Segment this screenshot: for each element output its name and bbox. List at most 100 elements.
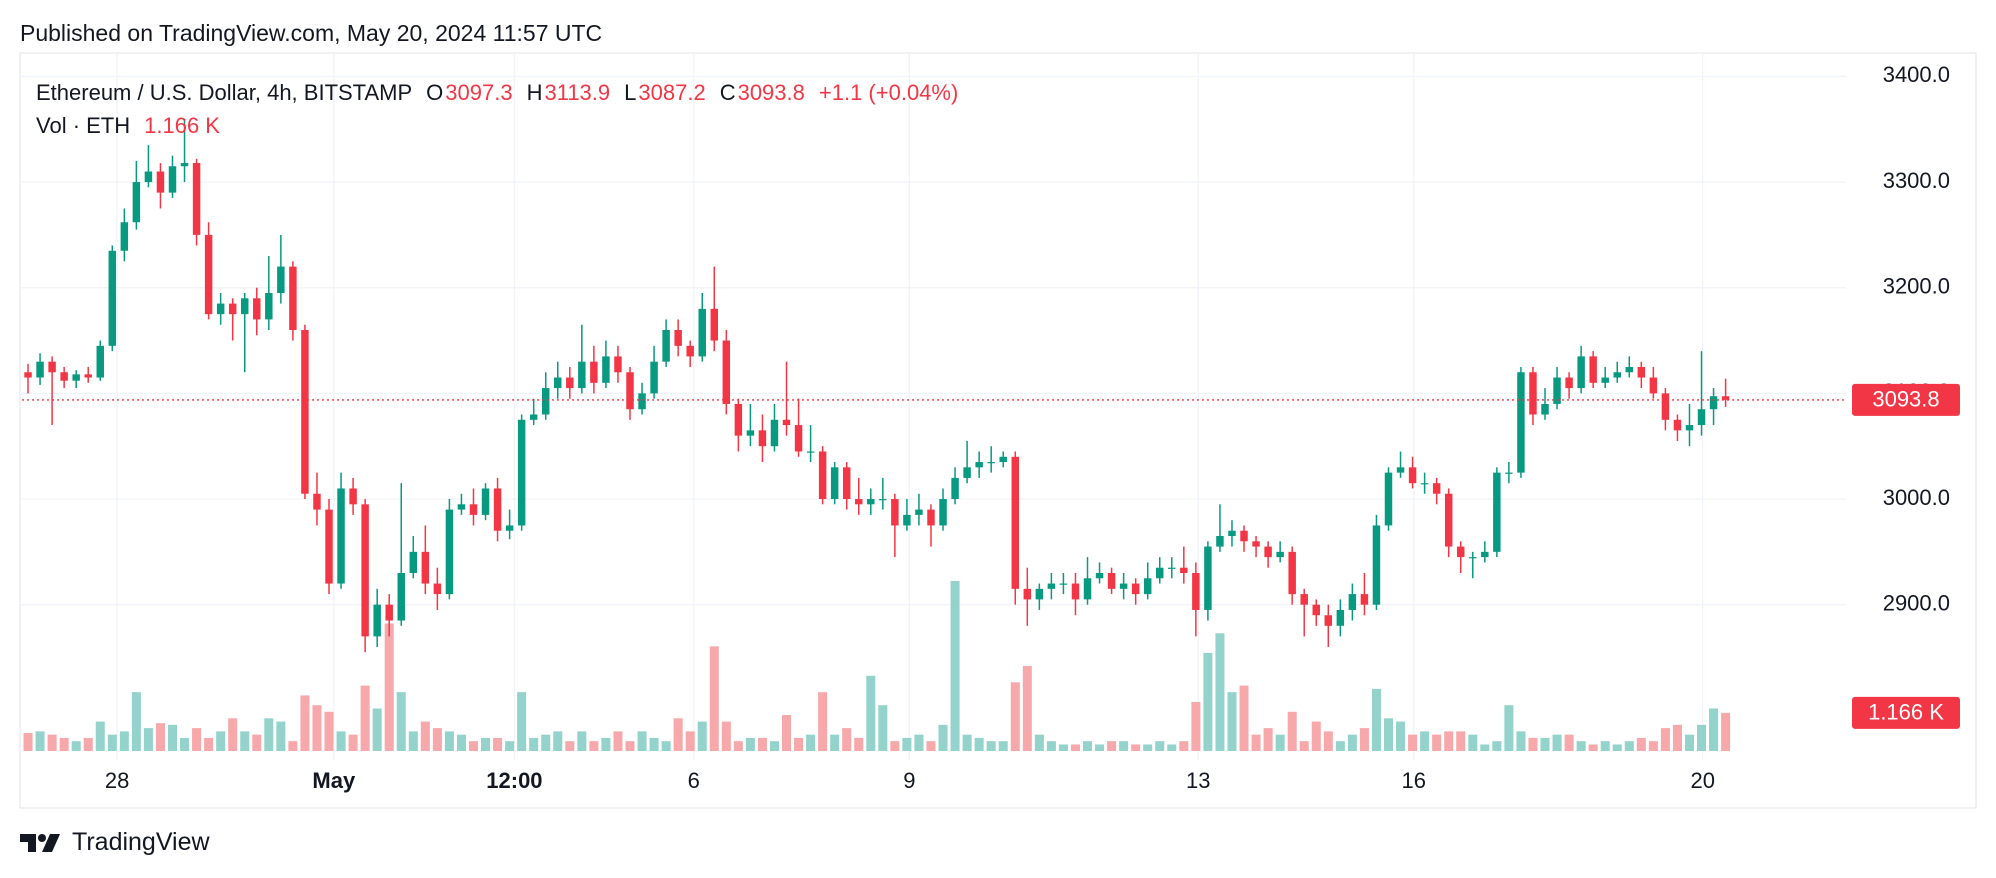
candle-body: [541, 388, 550, 415]
volume-bar: [444, 731, 454, 751]
y-tick-label: 2900.0: [1883, 590, 1950, 615]
y-tick-label: 3200.0: [1883, 274, 1950, 299]
volume-bar: [276, 721, 286, 751]
candle-body: [1637, 366, 1646, 378]
volume-bar: [1143, 744, 1153, 751]
candle-body: [698, 308, 706, 357]
last-volume-box: [1852, 696, 1960, 729]
published-note: Published on TradingView.com, May 20, 20…: [20, 20, 603, 46]
candle-body: [963, 467, 971, 478]
candle-body: [614, 356, 622, 373]
candle-body: [349, 488, 357, 505]
candle-body: [770, 419, 779, 447]
volume-bar: [1215, 633, 1225, 751]
volume-bar: [95, 721, 105, 751]
candle-body: [1493, 472, 1501, 552]
volume-bar: [769, 741, 779, 751]
candle-body: [1324, 615, 1333, 626]
candle-body: [84, 374, 92, 378]
volume-bar: [1456, 731, 1466, 751]
candle-body: [1481, 551, 1489, 558]
candle-body: [228, 303, 237, 315]
candle-body: [1216, 536, 1224, 547]
candle-body: [1156, 567, 1164, 579]
candle-body: [830, 467, 839, 500]
candle-body: [975, 462, 983, 468]
volume-bar: [782, 715, 792, 751]
candle-body: [120, 222, 129, 251]
volume-bar: [192, 728, 202, 751]
volume-bar: [938, 724, 948, 751]
candle-body: [325, 509, 333, 584]
volume-bar: [83, 737, 93, 751]
candle-body: [253, 298, 261, 320]
volume-bar: [1239, 685, 1249, 751]
candle-body: [1444, 493, 1453, 547]
volume-bar: [228, 718, 238, 751]
candle-body: [1601, 377, 1609, 383]
last-volume-label: 1.166 K: [1868, 700, 1944, 725]
volume-bar: [468, 741, 478, 751]
open-value: 3097.3: [445, 80, 513, 105]
volume-bar: [1022, 665, 1032, 751]
candle-body: [903, 514, 911, 526]
legend: Ethereum / U.S. Dollar, 4h, BITSTAMP O309…: [36, 76, 958, 142]
volume-bar: [167, 724, 178, 751]
volume-bar: [986, 741, 996, 751]
volume-bar: [1347, 734, 1357, 751]
volume-bar: [685, 731, 695, 751]
volume-bar: [23, 733, 33, 751]
volume-bar: [204, 737, 214, 751]
x-tick-label: 28: [105, 768, 129, 793]
volume-bar: [1082, 741, 1093, 751]
close-value: 3093.8: [737, 80, 805, 105]
volume-bar: [131, 692, 141, 751]
volume-bar: [240, 731, 250, 751]
candle-body: [818, 451, 827, 500]
candle-body: [289, 266, 297, 330]
candle-body: [1035, 588, 1044, 600]
candle-body: [457, 504, 466, 510]
candle-body: [433, 583, 442, 595]
candle-body: [1180, 567, 1188, 573]
candle-body: [1204, 546, 1212, 610]
high-value: 3113.9: [544, 80, 611, 105]
candle-body: [1685, 425, 1694, 431]
brand-logo: [20, 833, 60, 852]
volume-bar: [360, 685, 370, 751]
candle-body: [277, 266, 285, 294]
candle-body: [1673, 419, 1682, 431]
candle-body: [951, 477, 959, 500]
volume-bar: [336, 731, 346, 751]
x-tick-label: 12:00: [486, 768, 542, 793]
volume-bar: [589, 741, 599, 751]
volume-bar: [1588, 744, 1598, 751]
volume-bar: [324, 711, 334, 751]
candle-body: [60, 372, 68, 381]
high-label: H: [526, 80, 543, 105]
candle-body: [397, 572, 405, 621]
candle-body: [1529, 372, 1537, 415]
volume-bar: [432, 728, 442, 751]
volume-bar: [1468, 734, 1478, 751]
volume-bar: [517, 692, 527, 751]
candle-body: [1047, 583, 1056, 589]
volume-bar: [1287, 711, 1297, 751]
candle-body: [1469, 557, 1477, 559]
x-tick-label: 13: [1186, 768, 1210, 793]
volume-bar: [1203, 652, 1213, 751]
volume-bar: [1095, 744, 1105, 751]
candle-body: [650, 361, 658, 394]
volume-bar: [1010, 682, 1020, 751]
candle-body: [1396, 467, 1405, 473]
candle-body: [337, 488, 345, 584]
candle-body: [301, 329, 309, 494]
candle-body: [1312, 604, 1320, 616]
candle-body: [987, 462, 995, 464]
candle-body: [216, 303, 225, 315]
x-tick-label: 16: [1402, 768, 1426, 793]
volume-bar: [1504, 705, 1514, 751]
candle-body: [662, 329, 670, 362]
low-value: 3087.2: [638, 80, 706, 105]
volume-bar: [529, 737, 539, 751]
